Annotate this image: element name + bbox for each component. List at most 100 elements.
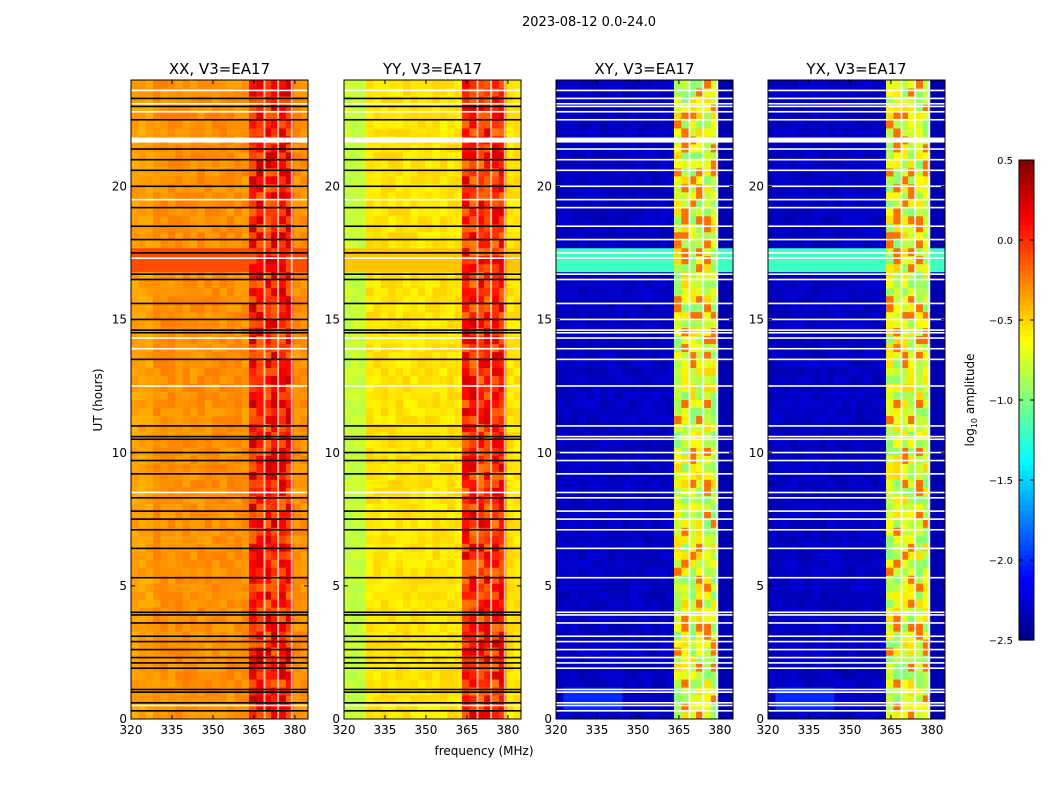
- heatmap-cell: [301, 160, 309, 168]
- heatmap-cell: [279, 144, 287, 152]
- heatmap-cell: [563, 519, 571, 527]
- heatmap-cell: [615, 400, 623, 408]
- heatmap-cell: [563, 559, 571, 567]
- heatmap-cell: [645, 487, 653, 495]
- heatmap-cell: [418, 168, 426, 176]
- heatmap-cell: [571, 407, 579, 415]
- heatmap-cell: [279, 240, 287, 248]
- heatmap-cell: [220, 687, 228, 695]
- heatmap-cell: [131, 671, 139, 679]
- heatmap-cell: [168, 384, 176, 392]
- heatmap-cell: [293, 415, 301, 423]
- heatmap-cell: [652, 591, 660, 599]
- heatmap-cell: [301, 647, 309, 655]
- flagged-row: [344, 641, 521, 643]
- heatmap-cell: [433, 543, 441, 551]
- heatmap-cell: [256, 368, 264, 376]
- heatmap-cell: [301, 567, 309, 575]
- heatmap-cell: [381, 439, 389, 447]
- heatmap-cell: [659, 711, 667, 719]
- heatmap-cell: [514, 479, 522, 487]
- heatmap-cell: [388, 463, 396, 471]
- heatmap-cell: [667, 591, 675, 599]
- heatmap-cell: [681, 407, 689, 415]
- heatmap-cell: [205, 631, 213, 639]
- heatmap-cell: [403, 527, 411, 535]
- heatmap-cell: [704, 559, 712, 567]
- heatmap-cell: [146, 647, 154, 655]
- heatmap-cell: [168, 415, 176, 423]
- heatmap-cell: [293, 671, 301, 679]
- heatmap-cell: [514, 575, 522, 583]
- heatmap-cell: [410, 88, 418, 96]
- heatmap-cell: [183, 256, 191, 264]
- heatmap-cell: [659, 687, 667, 695]
- heatmap-cell: [381, 280, 389, 288]
- heatmap-cell: [212, 384, 220, 392]
- heatmap-cell: [506, 575, 514, 583]
- heatmap-cell: [659, 487, 667, 495]
- heatmap-cell: [190, 240, 198, 248]
- heatmap-cell: [212, 400, 220, 408]
- heatmap-cell: [506, 599, 514, 607]
- heatmap-cell: [455, 344, 463, 352]
- heatmap-cell: [256, 423, 264, 431]
- heatmap-cell: [615, 495, 623, 503]
- heatmap-cell: [674, 639, 682, 647]
- heatmap-cell: [138, 647, 146, 655]
- heatmap-cell: [514, 384, 522, 392]
- heatmap-cell: [190, 407, 198, 415]
- heatmap-cell: [593, 663, 601, 671]
- heatmap-cell: [197, 423, 205, 431]
- heatmap-cell: [205, 336, 213, 344]
- heatmap-cell: [234, 360, 242, 368]
- heatmap-cell: [403, 120, 411, 128]
- heatmap-cell: [131, 423, 139, 431]
- heatmap-cell: [615, 631, 623, 639]
- heatmap-cell: [212, 144, 220, 152]
- heatmap-cell: [593, 423, 601, 431]
- heatmap-cell: [381, 575, 389, 583]
- heatmap-cell: [190, 384, 198, 392]
- heatmap-cell: [425, 639, 433, 647]
- heatmap-cell: [146, 527, 154, 535]
- flagged-row: [131, 425, 308, 427]
- heatmap-cell: [718, 559, 726, 567]
- heatmap-cell: [704, 463, 712, 471]
- heatmap-cell: [293, 663, 301, 671]
- heatmap-cell: [556, 407, 564, 415]
- heatmap-cell: [396, 583, 404, 591]
- heatmap-cell: [138, 631, 146, 639]
- heatmap-cell: [425, 304, 433, 312]
- heatmap-cell: [667, 519, 675, 527]
- heatmap-cell: [447, 392, 455, 400]
- heatmap-cell: [403, 471, 411, 479]
- heatmap-cell: [447, 647, 455, 655]
- heatmap-cell: [138, 336, 146, 344]
- heatmap-cell: [183, 280, 191, 288]
- heatmap-cell: [469, 120, 477, 128]
- heatmap-cell: [418, 439, 426, 447]
- heatmap-cell: [359, 224, 367, 232]
- heatmap-cell: [433, 487, 441, 495]
- heatmap-cell: [293, 88, 301, 96]
- gap-row: [344, 257, 521, 259]
- heatmap-cell: [704, 535, 712, 543]
- heatmap-cell: [153, 80, 161, 88]
- heatmap-cell: [153, 479, 161, 487]
- heatmap-cell: [344, 384, 352, 392]
- heatmap-cell: [301, 368, 309, 376]
- heatmap-cell: [637, 495, 645, 503]
- heatmap-cell: [455, 583, 463, 591]
- heatmap-cell: [190, 80, 198, 88]
- heatmap-cell: [138, 447, 146, 455]
- heatmap-cell: [234, 471, 242, 479]
- heatmap-cell: [492, 591, 500, 599]
- heatmap-cell: [175, 415, 183, 423]
- heatmap-cell: [256, 495, 264, 503]
- heatmap-cell: [645, 392, 653, 400]
- heatmap-cell: [418, 471, 426, 479]
- heatmap-cell: [146, 264, 154, 272]
- heatmap-cell: [615, 543, 623, 551]
- heatmap-cell: [131, 368, 139, 376]
